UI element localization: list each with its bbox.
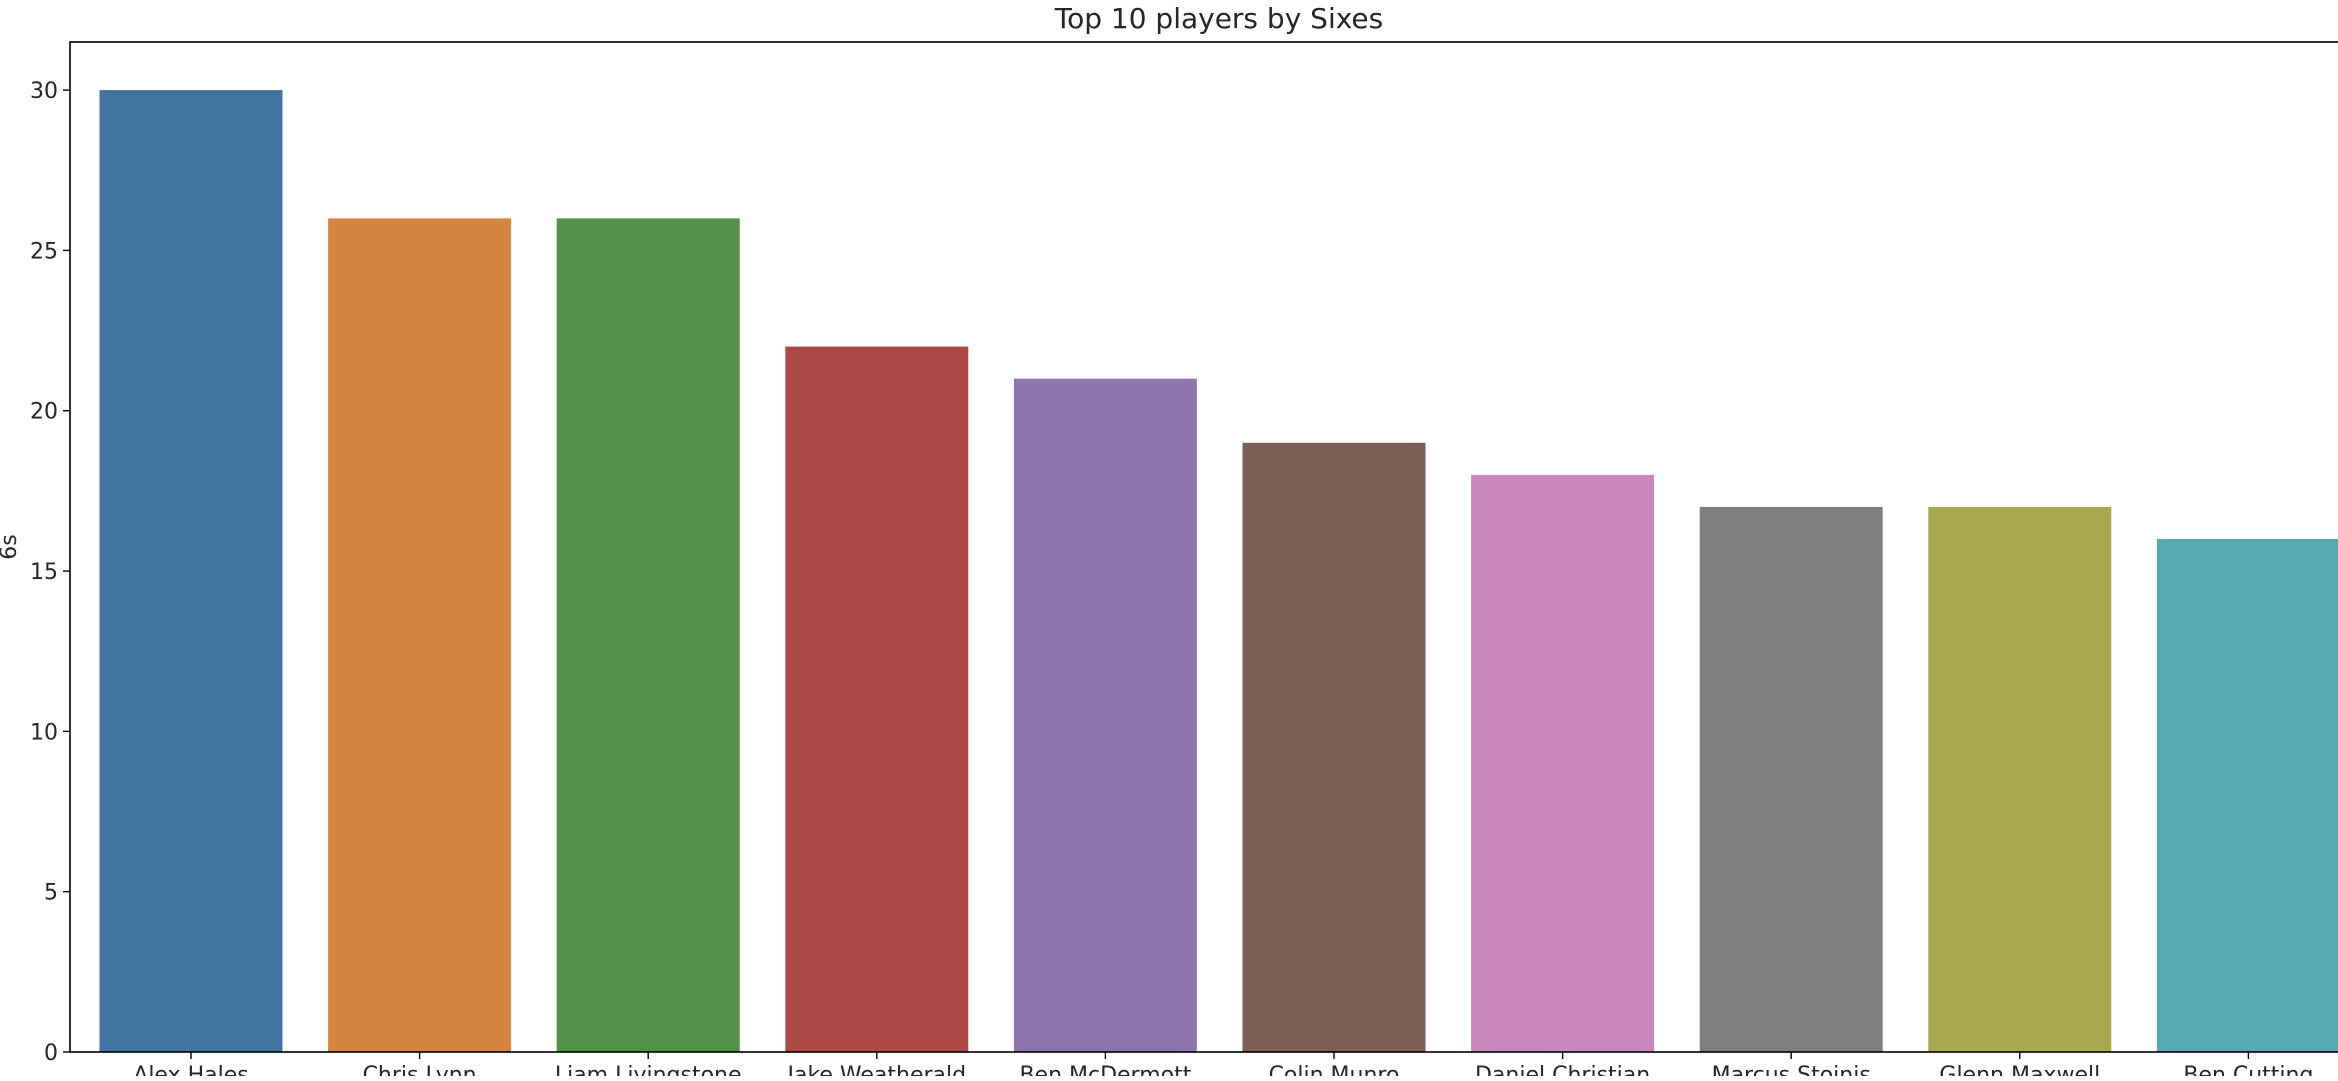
x-tick-label: Ben Cutting xyxy=(2183,1063,2313,1076)
bar-colin-munro xyxy=(1243,443,1426,1052)
bar-liam-livingstone xyxy=(557,218,740,1052)
bar-alex-hales xyxy=(100,90,283,1052)
x-axis: Alex Hales Chris Lynn Liam Livingstone Jake… xyxy=(133,1052,2313,1076)
bar-daniel-christian xyxy=(1471,475,1654,1052)
x-tick-label: Glenn Maxwell xyxy=(1939,1063,2100,1076)
y-tick-label: 20 xyxy=(30,400,58,425)
x-tick-label: Colin Munro xyxy=(1269,1063,1400,1076)
x-tick-label: Jake Weatherald xyxy=(785,1063,966,1076)
bar-glenn-maxwell xyxy=(1928,507,2111,1052)
bar-marcus-stoinis xyxy=(1700,507,1883,1052)
y-tick-label: 25 xyxy=(30,239,58,264)
bar-ben-mcdermott xyxy=(1014,379,1197,1052)
x-tick-label: Alex Hales xyxy=(133,1063,248,1076)
y-tick-label: 30 xyxy=(30,79,58,104)
bar-chris-lynn xyxy=(328,218,511,1052)
y-tick-label: 0 xyxy=(44,1041,58,1066)
x-tick-label: Chris Lynn xyxy=(363,1063,477,1076)
y-axis-label: 6s xyxy=(0,534,22,559)
bar-ben-cutting xyxy=(2157,539,2338,1052)
x-tick-label: Liam Livingstone xyxy=(555,1063,742,1076)
bar-jake-weatherald xyxy=(785,347,968,1052)
x-tick-label: Marcus Stoinis xyxy=(1712,1063,1871,1076)
bars-group xyxy=(100,90,2338,1052)
x-tick-label: Daniel Christian xyxy=(1475,1063,1650,1076)
y-tick-label: 15 xyxy=(30,560,58,585)
x-tick-label: Ben McDermott xyxy=(1019,1063,1191,1076)
chart-title: Top 10 players by Sixes xyxy=(1054,2,1384,35)
y-tick-label: 10 xyxy=(30,720,58,745)
y-axis: 0 5 10 15 20 25 30 xyxy=(30,79,70,1066)
y-tick-label: 5 xyxy=(44,881,58,906)
